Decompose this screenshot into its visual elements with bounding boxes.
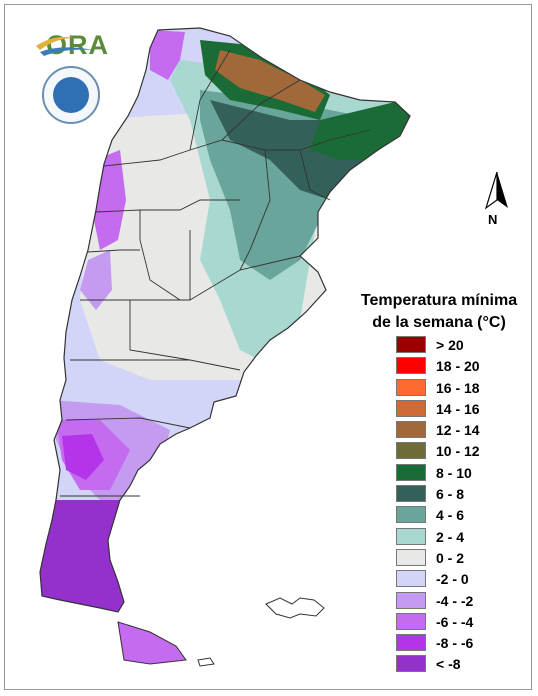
ora-logo: ORA <box>46 30 109 60</box>
legend-swatch <box>396 506 426 524</box>
legend-swatch <box>396 570 426 588</box>
legend-label: -8 - -6 <box>436 635 474 652</box>
legend-swatch <box>396 378 426 396</box>
legend-label: 8 - 10 <box>436 464 472 481</box>
zone-minus8-minus6 <box>62 434 104 480</box>
legend-label: 18 - 20 <box>436 358 480 375</box>
legend-title: Temperatura mínima de la semana (°C) <box>346 290 532 334</box>
legend-swatch <box>396 399 426 417</box>
legend-title-line2: de la semana (°C) <box>372 314 506 331</box>
legend-swatch <box>396 421 426 439</box>
legend-label: -6 - -4 <box>436 613 474 630</box>
legend-swatch <box>396 548 426 566</box>
isla-de-los-estados <box>197 657 215 667</box>
province-borders <box>60 49 371 497</box>
legend-swatch <box>396 442 426 460</box>
legend-swatch <box>396 612 426 630</box>
legend-label: 4 - 6 <box>436 507 465 524</box>
legend-swatch <box>396 485 426 503</box>
tierra-del-fuego <box>117 621 187 665</box>
zone-below-minus8 <box>40 500 130 612</box>
legend-title-line1: Temperatura mínima <box>360 292 518 309</box>
zone-minus4-minus2-west <box>80 250 112 310</box>
ora-logo-swoosh <box>36 37 94 56</box>
legend-label: -2 - 0 <box>436 571 469 588</box>
malvinas-islands <box>265 597 325 619</box>
legend-label: 14 - 16 <box>436 400 480 417</box>
legend-swatch <box>396 655 426 673</box>
legend-label: 2 - 4 <box>436 528 465 545</box>
legend-label: 6 - 8 <box>436 486 465 503</box>
legend-label: -4 - -2 <box>436 592 474 609</box>
smn-seal <box>42 66 100 124</box>
north-arrow-icon <box>484 171 508 210</box>
zone-12-14 <box>215 50 325 112</box>
seal-emblem <box>53 77 89 113</box>
legend-swatch <box>396 336 426 353</box>
legend-swatch <box>396 527 426 545</box>
legend-label: 0 - 2 <box>436 549 465 566</box>
legend-label: 10 - 12 <box>436 443 480 460</box>
legend-swatch <box>396 357 426 375</box>
legend-label: > 20 <box>436 337 464 353</box>
north-label: N <box>488 212 498 227</box>
legend-label: 16 - 18 <box>436 379 480 396</box>
legend-label: 12 - 14 <box>436 422 480 439</box>
zone-minus6-minus4-north <box>150 30 185 80</box>
legend-swatch <box>396 591 426 609</box>
legend-swatch <box>396 634 426 652</box>
legend-label: < -8 <box>436 656 461 673</box>
legend-swatch <box>396 463 426 481</box>
